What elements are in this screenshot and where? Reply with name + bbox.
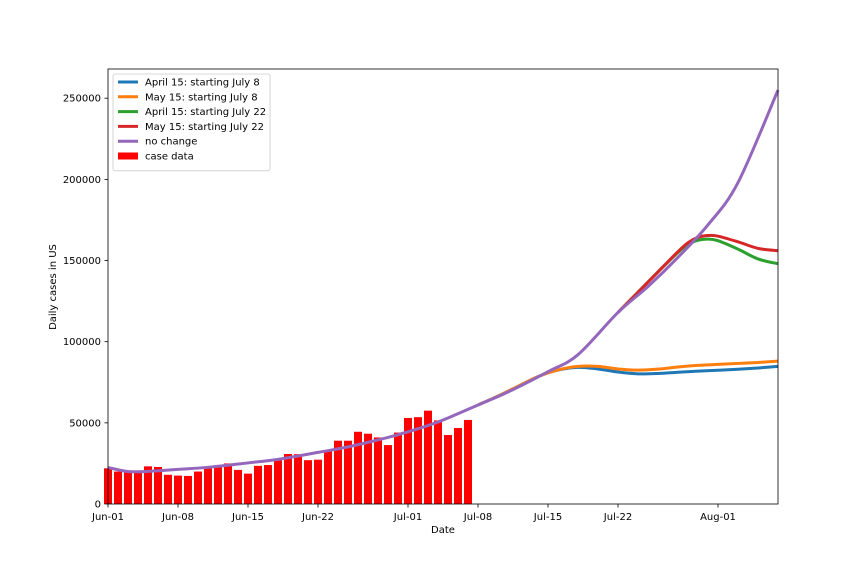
line-series (107, 89, 780, 474)
case-bar (434, 420, 442, 504)
case-bar (184, 475, 192, 504)
legend: April 15: starting July 8 May 15: startin… (112, 73, 271, 172)
case-bar (124, 471, 132, 504)
plot-border (107, 68, 779, 505)
case-bar (144, 466, 152, 504)
case-bar (334, 440, 342, 504)
case-bar (234, 469, 242, 504)
case-bar (444, 435, 452, 504)
y-tick-label: 100000 (63, 337, 101, 348)
legend-swatch (118, 152, 138, 160)
y-tick-label: 200000 (63, 175, 101, 186)
case-bar (224, 463, 232, 504)
legend-label: May 15: starting July 8 (145, 92, 258, 103)
y-tick-label: 0 (95, 500, 101, 511)
case-bar (414, 417, 422, 504)
case-bar (464, 419, 472, 504)
case-bar (284, 454, 292, 504)
y-axis: 0 50000 100000 150000 200000 250000 (63, 94, 108, 511)
case-bar (344, 440, 352, 504)
case-bar (254, 465, 262, 504)
legend-label: no change (145, 137, 197, 148)
y-tick-label: 50000 (69, 418, 101, 429)
case-bar (154, 466, 162, 504)
x-tick-label: Jun-22 (301, 512, 334, 523)
x-tick-label: Jun-08 (161, 512, 194, 523)
case-bar (274, 459, 282, 504)
x-tick-label: Aug-01 (700, 512, 736, 523)
case-bar (174, 475, 182, 504)
case-bar (364, 433, 372, 504)
x-tick-label: Jul-15 (533, 512, 562, 523)
case-bar (134, 471, 142, 504)
case-bar (454, 428, 462, 504)
x-tick-label: Jun-01 (91, 512, 124, 523)
legend-label: May 15: starting July 22 (145, 122, 264, 133)
series-line-no-change (107, 89, 780, 474)
legend-label: April 15: starting July 22 (145, 107, 266, 118)
case-bar (394, 432, 402, 504)
y-tick-label: 250000 (63, 94, 101, 105)
case-bar (294, 454, 302, 504)
x-tick-label: Jul-22 (603, 512, 632, 523)
y-axis-label: Daily cases in US (48, 244, 59, 330)
case-bar (374, 437, 382, 504)
x-tick-label: Jun-15 (231, 512, 264, 523)
case-bar (354, 431, 362, 504)
legend-label: case data (145, 152, 194, 163)
case-bar (164, 474, 172, 504)
case-bar (194, 471, 202, 504)
x-axis: Jun-01 Jun-08 Jun-15 Jun-22 Jul-01 Jul-08 Jul-… (91, 504, 736, 523)
plot-area (104, 68, 780, 505)
x-axis-label: Date (431, 525, 455, 536)
case-bar (244, 473, 252, 504)
legend-label: April 15: starting July 8 (145, 78, 260, 89)
case-bar (304, 460, 312, 504)
case-bar (404, 417, 412, 504)
case-bar (214, 466, 222, 504)
case-bar (424, 410, 432, 504)
case-bar (114, 471, 122, 504)
x-tick-label: Jul-08 (463, 512, 492, 523)
y-tick-label: 150000 (63, 256, 101, 267)
legend-box (112, 73, 271, 172)
case-bar (264, 465, 272, 504)
case-bar (384, 445, 392, 504)
case-bar (204, 467, 212, 504)
case-bar (324, 450, 332, 504)
bar-series (104, 410, 472, 504)
x-tick-label: Jul-01 (393, 512, 422, 523)
case-bar (314, 459, 322, 504)
